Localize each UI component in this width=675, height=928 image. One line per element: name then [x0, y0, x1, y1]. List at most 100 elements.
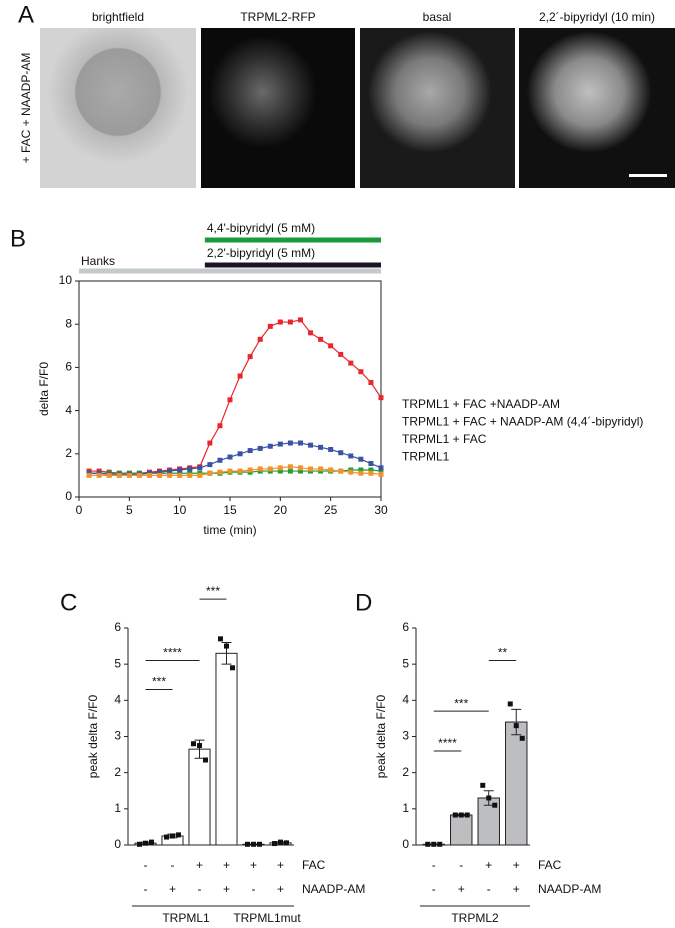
side-label: + FAC + NAADP-AM	[19, 53, 33, 164]
y-axis-label: peak delta F/F0	[374, 694, 388, 778]
series-marker	[116, 472, 122, 478]
series-marker	[86, 472, 92, 478]
significance-label: ****	[438, 736, 457, 750]
data-point	[257, 841, 262, 847]
condition-label: NAADP-AM	[302, 882, 365, 896]
series-marker	[348, 453, 354, 459]
panel-label: B	[10, 225, 26, 252]
data-point	[143, 840, 148, 846]
series-marker	[157, 472, 163, 478]
series-marker	[177, 467, 183, 473]
series-marker	[146, 472, 152, 478]
series-marker	[126, 472, 132, 478]
series-marker	[378, 471, 384, 477]
y-tick-label: 4	[402, 693, 409, 707]
series-marker	[318, 444, 324, 450]
y-tick-label: 5	[114, 656, 121, 670]
condition-mark: -	[487, 882, 491, 896]
y-tick-label: 1	[114, 801, 121, 815]
series-marker	[277, 319, 283, 325]
data-point	[437, 841, 443, 847]
condition-mark: +	[513, 882, 520, 896]
panel-label: A	[18, 1, 34, 28]
microscopy-image	[201, 28, 355, 188]
y-tick-label: 0	[114, 837, 121, 851]
series-marker	[267, 323, 273, 329]
series-marker	[217, 423, 223, 429]
series-marker	[318, 466, 324, 472]
series-marker	[358, 467, 364, 473]
data-point	[230, 665, 235, 671]
series-marker	[287, 440, 293, 446]
series-marker	[267, 443, 273, 449]
series-marker	[297, 317, 303, 323]
series-marker	[106, 472, 112, 478]
series-marker	[197, 472, 203, 478]
legend-entry: TRPML1 + FAC	[402, 432, 487, 446]
y-tick-label: 3	[114, 729, 121, 743]
data-point	[203, 757, 208, 763]
series-marker	[257, 445, 263, 451]
data-point	[149, 839, 154, 845]
data-point	[176, 832, 181, 838]
series-marker	[287, 319, 293, 325]
series-marker	[177, 472, 183, 478]
data-point	[452, 812, 458, 818]
data-point	[191, 741, 196, 747]
series-marker	[197, 465, 203, 471]
series-marker	[277, 441, 283, 447]
significance-label: ***	[454, 696, 468, 710]
series-marker	[297, 468, 303, 474]
series-marker	[277, 465, 283, 471]
treatment-label: Hanks	[81, 254, 115, 268]
series-line	[89, 442, 382, 475]
series-marker	[167, 468, 173, 474]
series-marker	[187, 472, 193, 478]
condition-mark: +	[223, 882, 230, 896]
y-tick-label: 6	[114, 620, 121, 634]
x-tick-label: 20	[274, 503, 288, 517]
y-tick-label: 8	[65, 316, 72, 330]
condition-mark: +	[277, 882, 284, 896]
series-marker	[227, 397, 233, 403]
data-point	[170, 833, 175, 839]
condition-mark: +	[277, 858, 284, 872]
series-marker	[338, 468, 344, 474]
series-marker	[378, 465, 384, 471]
series-marker	[257, 336, 263, 342]
series-marker	[237, 373, 243, 379]
series-marker	[338, 351, 344, 357]
series-marker	[318, 336, 324, 342]
series-marker	[267, 466, 273, 472]
series-marker	[358, 470, 364, 476]
series-marker	[338, 450, 344, 456]
condition-mark: -	[144, 882, 148, 896]
y-tick-label: 1	[402, 801, 409, 815]
condition-mark: +	[196, 858, 203, 872]
data-point	[278, 839, 283, 845]
x-tick-label: 25	[324, 503, 338, 517]
data-point	[245, 841, 250, 847]
condition-mark: +	[169, 882, 176, 896]
series-marker	[368, 461, 374, 467]
data-point	[272, 841, 277, 847]
y-tick-label: 2	[402, 765, 409, 779]
group-label: TRPML1mut	[233, 911, 301, 925]
condition-mark: -	[432, 882, 436, 896]
series-marker	[287, 464, 293, 470]
series-marker	[247, 354, 253, 360]
data-point	[464, 812, 470, 818]
significance-label: ***	[206, 584, 220, 598]
series-marker	[358, 456, 364, 462]
y-tick-label: 0	[65, 489, 72, 503]
microscopy-image	[40, 28, 196, 188]
image-title: 2,2´-bipyridyl (10 min)	[539, 10, 655, 24]
data-point	[519, 735, 525, 741]
microscopy-image	[360, 28, 515, 188]
panel-label: D	[355, 589, 372, 616]
condition-mark: -	[144, 858, 148, 872]
series-marker	[217, 469, 223, 475]
microscopy-image	[519, 28, 675, 188]
group-label: TRPML1	[162, 911, 210, 925]
